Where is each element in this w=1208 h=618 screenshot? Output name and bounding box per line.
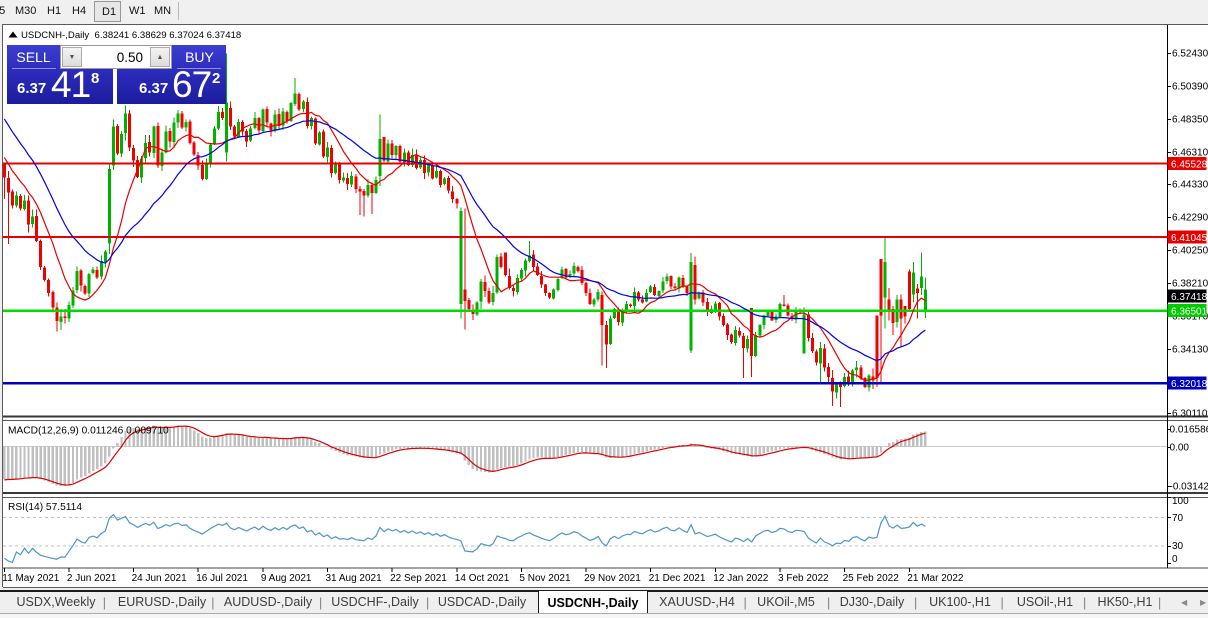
svg-text:6.48350: 6.48350 bbox=[1172, 115, 1208, 126]
svg-text:6.36501: 6.36501 bbox=[1171, 306, 1208, 317]
svg-text:24 Jun 2021: 24 Jun 2021 bbox=[132, 573, 187, 584]
svg-text:6.30110: 6.30110 bbox=[1172, 409, 1208, 420]
svg-text:25 Feb 2022: 25 Feb 2022 bbox=[843, 573, 900, 584]
svg-text:11 May 2021: 11 May 2021 bbox=[2, 573, 60, 584]
svg-text:6.34130: 6.34130 bbox=[1172, 345, 1208, 356]
svg-text:14 Oct 2021: 14 Oct 2021 bbox=[455, 573, 510, 584]
svg-text:MACD(12,26,9) 0.011246 0.00971: MACD(12,26,9) 0.011246 0.009710 bbox=[8, 426, 169, 437]
svg-text:RSI(14) 57.5114: RSI(14) 57.5114 bbox=[8, 502, 82, 513]
svg-text:22 Sep 2021: 22 Sep 2021 bbox=[390, 573, 447, 584]
svg-text:6.50390: 6.50390 bbox=[1172, 82, 1208, 93]
svg-text:29 Nov 2021: 29 Nov 2021 bbox=[584, 573, 641, 584]
svg-text:2 Jun 2021: 2 Jun 2021 bbox=[67, 573, 117, 584]
svg-text:6.37418: 6.37418 bbox=[1171, 292, 1208, 303]
svg-text:12 Jan 2022: 12 Jan 2022 bbox=[713, 573, 768, 584]
svg-text:0.00: 0.00 bbox=[1170, 443, 1190, 454]
svg-text:31 Aug 2021: 31 Aug 2021 bbox=[326, 573, 383, 584]
svg-text:6.40250: 6.40250 bbox=[1172, 246, 1208, 257]
svg-text:0.016586: 0.016586 bbox=[1170, 425, 1208, 436]
svg-text:USDCNH-,Daily 6.38241 6.38629: USDCNH-,Daily 6.38241 6.38629 6.37024 6.… bbox=[21, 30, 241, 41]
svg-text:16 Jul 2021: 16 Jul 2021 bbox=[196, 573, 248, 584]
svg-text:6.52430: 6.52430 bbox=[1172, 49, 1208, 60]
svg-text:6.46310: 6.46310 bbox=[1172, 148, 1208, 159]
svg-text:0: 0 bbox=[1172, 554, 1178, 565]
svg-text:3 Feb 2022: 3 Feb 2022 bbox=[778, 573, 829, 584]
svg-text:100: 100 bbox=[1172, 496, 1189, 507]
svg-text:5 Nov 2021: 5 Nov 2021 bbox=[519, 573, 571, 584]
svg-text:21 Dec 2021: 21 Dec 2021 bbox=[649, 573, 706, 584]
svg-text:6.32018: 6.32018 bbox=[1171, 379, 1208, 390]
svg-text:6.42290: 6.42290 bbox=[1172, 213, 1208, 224]
svg-text:30: 30 bbox=[1172, 541, 1184, 552]
svg-text:6.45528: 6.45528 bbox=[1171, 159, 1208, 170]
svg-text:6.41045: 6.41045 bbox=[1171, 233, 1208, 244]
svg-text:6.38210: 6.38210 bbox=[1172, 279, 1208, 290]
svg-text:70: 70 bbox=[1172, 513, 1184, 524]
svg-text:6.44330: 6.44330 bbox=[1172, 180, 1208, 191]
svg-text:21 Mar 2022: 21 Mar 2022 bbox=[907, 573, 964, 584]
svg-text:9 Aug 2021: 9 Aug 2021 bbox=[261, 573, 312, 584]
